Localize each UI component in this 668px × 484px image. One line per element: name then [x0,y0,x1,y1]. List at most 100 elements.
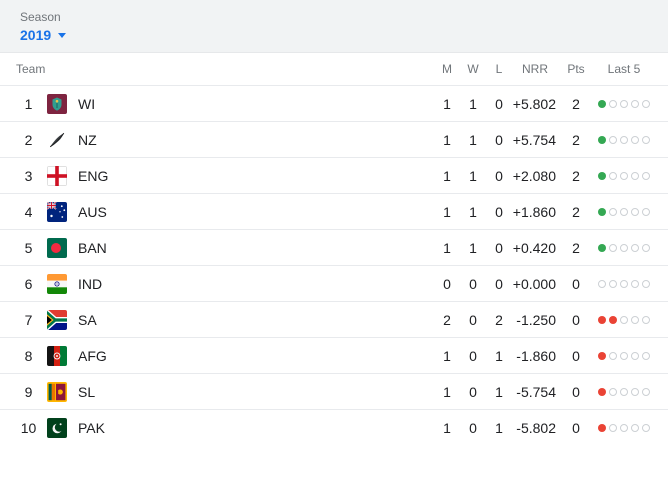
empty-dot [631,351,639,360]
sa-flag-icon [47,309,67,330]
table-row[interactable]: 4 AUS 1 1 0 +1.860 2 [0,194,668,230]
cell-l: 0 [495,95,503,112]
empty-dot [620,279,628,288]
empty-dot [620,135,628,144]
empty-dot [609,351,617,360]
table-row[interactable]: 7 SA 2 0 2 -1.250 0 [0,302,668,338]
table-row[interactable]: 10 PAK 1 0 1 -5.802 0 [0,410,668,446]
loss-dot [598,315,606,324]
empty-dot [631,387,639,396]
table-row[interactable]: 1 WI 1 1 0 +5.802 2 [0,86,668,122]
empty-dot [631,135,639,144]
cell-pts: 0 [572,311,580,328]
cell-l: 1 [495,420,503,436]
win-dot [598,171,606,180]
cell-pts: 0 [572,420,580,436]
cell-w: 1 [469,95,477,112]
empty-dot [631,424,639,432]
header-team: Team [16,62,46,76]
empty-dot [609,207,617,216]
cell-nrr: +5.802 [512,95,556,112]
season-dropdown[interactable]: 2019 [20,27,67,43]
team-abbr: BAN [78,239,107,256]
last5-results [594,135,654,144]
last5-results [594,99,654,108]
cell-m: 1 [443,239,451,256]
cell-pts: 2 [572,131,580,148]
empty-dot [620,99,628,108]
team-abbr: AUS [78,203,107,220]
cell-pts: 2 [572,95,580,112]
team-abbr: NZ [78,131,97,148]
cell-m: 1 [443,167,451,184]
empty-dot [598,279,606,288]
team-abbr: WI [78,95,96,112]
header-matches: M [442,62,452,76]
cell-pts: 2 [572,203,580,220]
empty-dot [609,99,617,108]
team-rank: 4 [24,203,33,220]
team-rank: 6 [24,275,33,292]
cell-l: 0 [495,239,503,256]
table-row[interactable]: 2 NZ 1 1 0 +5.754 2 [0,122,668,158]
table-row[interactable]: 3 ENG 1 1 0 +2.080 2 [0,158,668,194]
last5-results [594,243,654,252]
empty-dot [642,135,650,144]
team-rank: 5 [24,239,33,256]
season-value: 2019 [20,27,52,43]
cell-pts: 0 [572,383,580,400]
team-abbr: ENG [78,167,109,184]
team-rank: 3 [24,167,33,184]
team-rank: 7 [24,311,33,328]
empty-dot [620,243,628,252]
cell-nrr: +0.420 [512,239,556,256]
table-row[interactable]: 5 BAN 1 1 0 +0.420 2 [0,230,668,266]
team-rank: 9 [24,383,33,400]
cell-m: 0 [443,275,451,292]
last5-results [594,351,654,360]
afg-flag-icon [47,345,67,366]
last5-results [594,171,654,180]
empty-dot [609,424,617,432]
table-row[interactable]: 8 AFG 1 0 1 -1.860 0 [0,338,668,374]
loss-dot [609,315,617,324]
empty-dot [631,315,639,324]
empty-dot [620,171,628,180]
cell-w: 0 [469,347,477,364]
empty-dot [642,171,650,180]
empty-dot [609,279,617,288]
cell-l: 2 [495,311,503,328]
cell-nrr: +2.080 [512,167,556,184]
eng-flag-icon [47,165,67,186]
empty-dot [620,424,628,432]
last5-results [594,279,654,288]
win-dot [598,135,606,144]
cell-l: 0 [495,275,503,292]
team-rank: 10 [20,420,37,436]
ind-flag-icon [47,273,67,294]
win-dot [598,243,606,252]
cell-pts: 2 [572,167,580,184]
season-label: Season [20,10,61,24]
cell-l: 0 [495,203,503,220]
table-row[interactable]: 9 SL 1 0 1 -5.754 0 [0,374,668,410]
cell-w: 1 [469,131,477,148]
cell-m: 1 [443,347,451,364]
team-abbr: SL [78,383,96,400]
cell-w: 0 [469,311,477,328]
empty-dot [642,243,650,252]
cell-pts: 2 [572,239,580,256]
win-dot [598,99,606,108]
empty-dot [642,279,650,288]
empty-dot [642,315,650,324]
team-abbr: IND [78,275,103,292]
empty-dot [609,135,617,144]
empty-dot [642,207,650,216]
cell-l: 1 [495,383,503,400]
empty-dot [642,387,650,396]
header-nrr: NRR [522,62,548,76]
cell-nrr: -5.754 [516,383,556,400]
empty-dot [631,99,639,108]
table-row[interactable]: 6 IND 0 0 0 +0.000 0 [0,266,668,302]
last5-results [594,424,654,432]
